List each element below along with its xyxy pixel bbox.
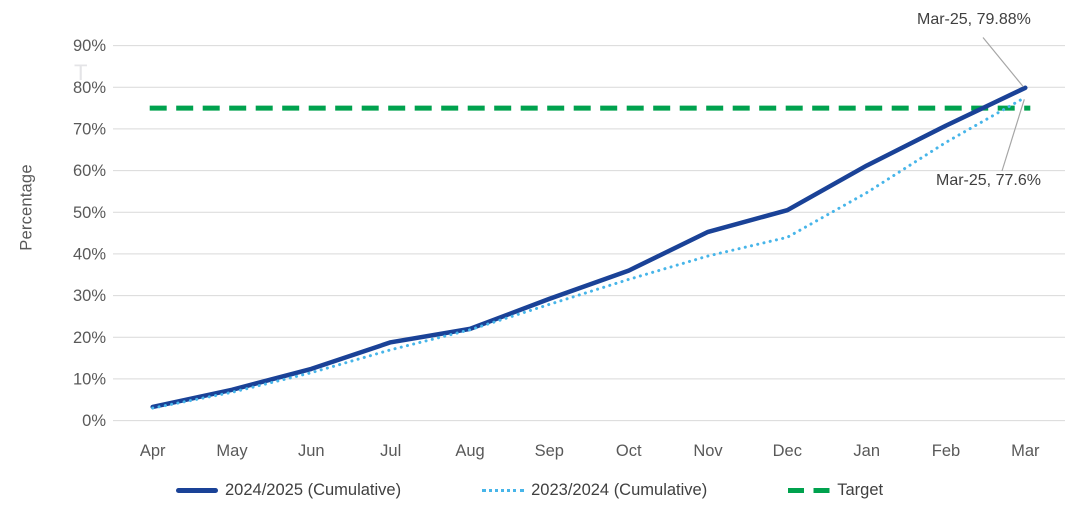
x-tick-label-mar: Mar: [1011, 442, 1040, 460]
annotation-leader-line-1: [1001, 99, 1025, 172]
y-axis-title: Percentage: [17, 164, 36, 251]
y-tick-label: 80%: [73, 79, 106, 97]
y-tick-label: 60%: [73, 162, 106, 180]
y-tick-label: 50%: [73, 204, 106, 222]
legend-swatch-solid-line-icon: [176, 488, 218, 493]
annotation-mar25-776: Mar-25, 77.6%: [936, 172, 1041, 189]
annotation-mar25-7988: Mar-25, 79.88%: [917, 11, 1031, 28]
y-tick-label: 30%: [73, 287, 106, 305]
x-tick-label-dec: Dec: [773, 442, 802, 460]
x-tick-label-may: May: [216, 442, 248, 460]
y-tick-label: 0%: [82, 412, 106, 430]
legend-item-2023-2024: 2023/2024 (Cumulative): [482, 481, 707, 500]
legend-swatch-dotted-line-icon: [482, 489, 525, 492]
x-tick-label-feb: Feb: [932, 442, 960, 460]
x-tick-label-apr: Apr: [140, 442, 166, 460]
series-line-1: [151, 95, 1027, 410]
legend-label-2023-2024: 2023/2024 (Cumulative): [531, 481, 708, 499]
x-tick-label-jan: Jan: [853, 442, 880, 460]
y-tick-label: 20%: [73, 329, 106, 347]
chart-legend: 2024/2025 (Cumulative) 2023/2024 (Cumula…: [176, 481, 883, 500]
legend-swatch-dashed-line-icon: [788, 488, 831, 493]
legend-label-2024-2025: 2024/2025 (Cumulative): [225, 481, 402, 499]
y-tick-label: 90%: [73, 37, 106, 55]
legend-item-2024-2025: 2024/2025 (Cumulative): [176, 481, 401, 500]
y-tick-label: 10%: [73, 370, 106, 388]
y-tick-label: 70%: [73, 120, 106, 138]
x-tick-label-aug: Aug: [455, 442, 484, 460]
x-tick-label-jun: Jun: [298, 442, 325, 460]
y-tick-label: 40%: [73, 245, 106, 263]
annotation-leader-line-0: [982, 37, 1024, 88]
x-tick-label-jul: Jul: [380, 442, 401, 460]
series-line-0: [150, 85, 1028, 410]
legend-item-target: Target: [788, 481, 883, 500]
x-tick-label-oct: Oct: [616, 442, 642, 460]
legend-label-target: Target: [837, 481, 884, 499]
x-tick-label-nov: Nov: [693, 442, 723, 460]
stray-text-artifact: T: [74, 60, 88, 85]
x-tick-label-sep: Sep: [535, 442, 564, 460]
